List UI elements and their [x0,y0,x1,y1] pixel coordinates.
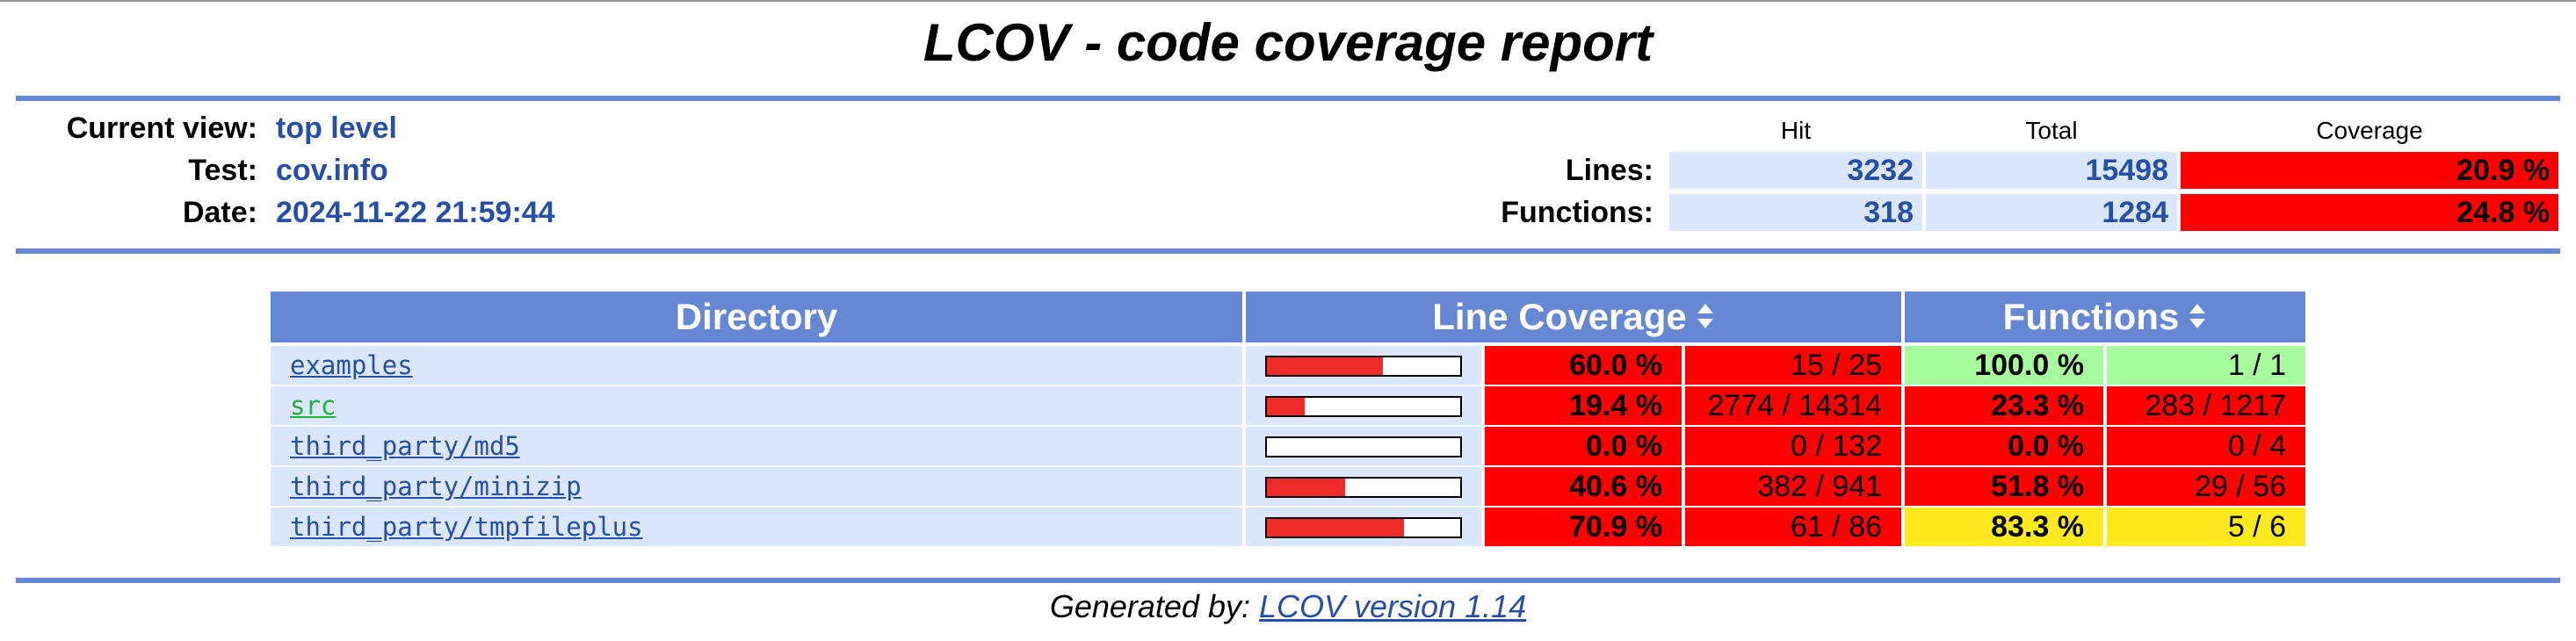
coverage-bar [1265,477,1462,498]
coverage-bar-fill [1267,479,1346,496]
test-value: cov.info [276,154,388,187]
total-column-header: Total [2025,117,2078,144]
function-coverage-ratio: 29 / 56 [2107,467,2305,506]
lcov-version-link[interactable]: LCOV version 1.14 [1259,588,1527,624]
directory-header-label: Directory [675,296,838,337]
function-coverage-percent: 0.0 % [1905,427,2103,465]
directory-link[interactable]: examples [290,350,413,380]
footer: Generated by: LCOV version 1.14 [0,588,2576,625]
coverage-bar-fill [1267,398,1305,415]
top-ruler [16,96,2560,101]
bottom-ruler [16,578,2560,583]
directory-cell: examples [271,346,1242,385]
sort-icon[interactable] [1696,302,1715,330]
function-coverage-ratio: 283 / 1217 [2107,386,2305,425]
functions-total: 1284 [1926,194,2177,231]
line-coverage-ratio: 2774 / 14314 [1685,386,1901,425]
line-coverage-ratio: 382 / 941 [1685,467,1901,506]
function-coverage-ratio: 0 / 4 [2107,427,2305,465]
report-header: Current view: top level Test: cov.info D… [0,101,2576,248]
generated-by-label: Generated by: [1049,588,1250,624]
function-coverage-percent: 83.3 % [1905,508,2103,546]
coverage-bar-cell [1246,508,1481,546]
directory-column-header[interactable]: Directory [271,292,1242,342]
header-bottom-ruler [16,248,2560,254]
directory-link[interactable]: third_party/tmpfileplus [290,512,643,542]
lines-total: 15498 [1926,152,2177,189]
coverage-bar-fill [1267,357,1383,375]
functions-coverage: 24.8 % [2181,194,2558,231]
lines-hit: 3232 [1669,152,1922,189]
directory-cell: third_party/md5 [271,427,1242,465]
coverage-bar-cell [1246,386,1481,425]
coverage-bar [1265,436,1462,457]
functions-label: Functions: [1501,196,1653,229]
line-coverage-percent: 60.0 % [1485,346,1682,385]
directory-link[interactable]: src [290,391,336,421]
current-view-label: Current view: [66,112,257,145]
functions-header-label: Functions [2002,296,2180,337]
line-coverage-percent: 40.6 % [1485,467,1682,506]
coverage-bar-cell [1246,427,1481,465]
line-coverage-percent: 70.9 % [1485,508,1682,546]
directory-link[interactable]: third_party/md5 [290,431,520,461]
sort-icon[interactable] [2188,302,2207,330]
directory-cell: src [271,386,1242,425]
lines-label: Lines: [1565,154,1653,187]
directory-link[interactable]: third_party/minizip [290,472,582,501]
function-coverage-percent: 51.8 % [1905,467,2103,506]
coverage-bar [1265,396,1462,417]
function-coverage-percent: 23.3 % [1905,386,2103,425]
functions-column-header[interactable]: Functions [1905,292,2305,342]
date-label: Date: [182,196,257,229]
function-coverage-ratio: 5 / 6 [2107,508,2305,546]
lines-coverage: 20.9 % [2181,152,2558,189]
line-coverage-percent: 19.4 % [1485,386,1682,425]
coverage-bar-cell [1246,346,1481,385]
hit-column-header: Hit [1780,117,1812,144]
coverage-bar [1265,356,1462,377]
directory-cell: third_party/minizip [271,467,1242,506]
line-coverage-ratio: 0 / 132 [1685,427,1901,465]
line-coverage-ratio: 61 / 86 [1685,508,1901,546]
functions-hit: 318 [1669,194,1922,231]
coverage-bar-fill [1267,519,1404,537]
line-coverage-ratio: 15 / 25 [1685,346,1901,385]
function-coverage-ratio: 1 / 1 [2107,346,2305,385]
directory-cell: third_party/tmpfileplus [271,508,1242,546]
function-coverage-percent: 100.0 % [1905,346,2103,385]
coverage-column-header: Coverage [2316,117,2423,144]
test-label: Test: [188,154,257,187]
date-value: 2024-11-22 21:59:44 [276,196,555,229]
page-title: LCOV - code coverage report [923,13,1653,72]
coverage-bar [1265,517,1462,538]
line-coverage-header-label: Line Coverage [1432,296,1687,337]
coverage-bar-cell [1246,467,1481,506]
line-coverage-percent: 0.0 % [1485,427,1682,465]
current-view-link[interactable]: top level [276,112,397,145]
line-coverage-column-header[interactable]: Line Coverage [1246,292,1901,342]
